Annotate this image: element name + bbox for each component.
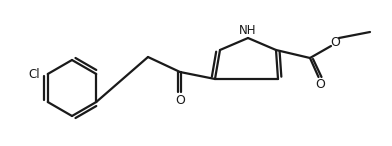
Text: O: O [315, 78, 325, 91]
Text: Cl: Cl [28, 68, 40, 81]
Text: O: O [175, 93, 185, 106]
Text: NH: NH [239, 24, 257, 36]
Text: O: O [330, 35, 340, 48]
